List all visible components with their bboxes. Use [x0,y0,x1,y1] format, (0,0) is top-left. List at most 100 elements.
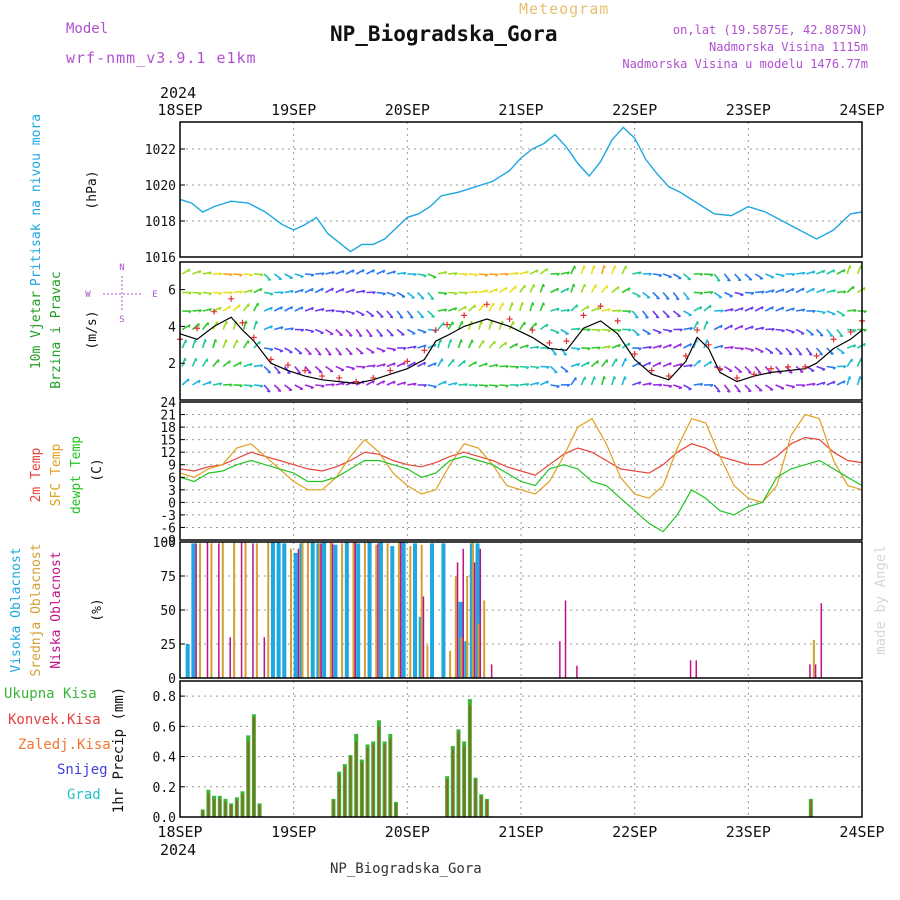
wind-arrow-head [515,343,519,347]
wind-arrow [315,307,325,312]
wind-arrow [324,347,332,356]
wind-arrow-head [536,382,540,386]
wind-arrow [222,320,228,330]
precip-convective-bar [258,804,261,817]
temp-line-0 [179,436,863,476]
wind-arrow-head [566,384,571,388]
wind-arrow-head [596,360,599,364]
wind-arrow [458,383,468,386]
cloud-bar-1 [210,543,213,678]
wind-arrow-head [310,330,315,334]
wind-arrow-head [597,346,601,350]
time-label-bottom: 22SEP [612,823,657,841]
wind-arrow-head [791,288,795,292]
precip-convective-bar [230,804,233,817]
wind-arrow-head [716,279,721,282]
y-tick-label: -9 [160,534,176,549]
wind-arrow [242,303,250,312]
model-name: wrf-nmm_v3.9.1 e1km [66,49,257,67]
wind-arrow [273,273,283,280]
wind-arrow [376,380,385,386]
wind-arrow [785,307,795,312]
wind-arrow [816,381,826,386]
wind-arrow-head [819,353,823,356]
wind-arrow [478,273,488,276]
wind-arrow-head [311,307,314,311]
wind-arrow-head [392,362,396,366]
wind-arrow-head [716,390,721,393]
cloud-bar-0 [344,542,349,678]
wind-arrow-head [259,273,264,277]
wind-arrow-head [740,307,744,311]
temp-legend-sfc: SFC Temp [49,444,64,507]
wind-gust-marker [267,356,274,363]
wind-arrow [498,286,508,294]
wind-gust-marker [847,328,854,335]
wind-arrow-head [852,286,855,290]
wind-arrow-head [338,353,342,356]
wind-arrow-head [678,387,683,390]
wind-arrow [386,310,394,319]
time-label-top: 19SEP [271,101,316,119]
time-label-top: 20SEP [385,101,430,119]
wind-arrow-head [185,339,188,343]
y-tick-label: 0 [168,672,176,687]
wind-arrow-head [444,292,448,296]
wind-arrow [601,308,611,312]
wind-arrow [744,291,754,294]
wind-arrow [478,339,485,349]
y-tick-label: 0.2 [153,781,176,796]
wind-arrow-head [197,323,200,327]
cloud-bar-0 [322,542,327,678]
wind-arrow-head [225,320,228,325]
wind-arrow-head [614,265,617,269]
wind-arrow-head [433,385,437,389]
wind-arrow-head [706,320,709,325]
wind-arrow [785,365,793,374]
cloud-bar-1 [386,543,389,678]
wind-arrow [488,288,498,294]
compass-east: E [152,290,157,300]
wind-arrow-head [485,362,488,367]
altitude-label: Nadmorska Visina 1115m [709,40,868,54]
wind-arrow [652,273,662,277]
wind-arrow [560,271,570,275]
wind-arrow [632,291,641,298]
wind-arrow-head [490,320,494,324]
wind-arrow [703,304,712,312]
wind-gust-marker [353,378,360,385]
wind-arrow-head [788,353,793,356]
wind-arrow-head [433,343,437,348]
wind-arrow [242,320,247,330]
wind-arrow [202,321,209,330]
wind-arrow-head [791,273,796,277]
wind-arrow-head [270,293,274,296]
wind-arrow [376,291,386,295]
wind-arrow-head [515,384,520,388]
wind-arrow [826,269,836,275]
wind-arrow-head [464,273,468,277]
wind-arrow [314,287,324,294]
wind-arrow-head [842,269,846,273]
wind-arrow-head [270,306,273,311]
wind-arrow-head [658,331,662,335]
wind-arrow [775,384,785,390]
wind-gust-marker [580,312,587,319]
wind-arrow [345,310,355,315]
precip-convective-bar [224,801,227,817]
wind-arrow-head [757,371,762,375]
wind-arrow [243,384,253,387]
cloud-bar-0 [378,542,383,678]
y-tick-label: 9 [168,459,176,474]
wind-arrow [703,339,709,349]
wind-arrow [345,328,353,337]
wind-arrow [376,310,384,318]
precip-axis-title: 1hr Precip (mm) [111,687,127,813]
cloud-bar-0 [356,543,361,678]
wind-arrow-head [349,353,353,356]
wind-arrow-head [829,334,833,337]
cloud-bar-1 [454,576,457,678]
wind-arrow-head [348,334,353,337]
y-tick-label: 1020 [145,179,176,194]
wind-arrow [683,384,692,391]
